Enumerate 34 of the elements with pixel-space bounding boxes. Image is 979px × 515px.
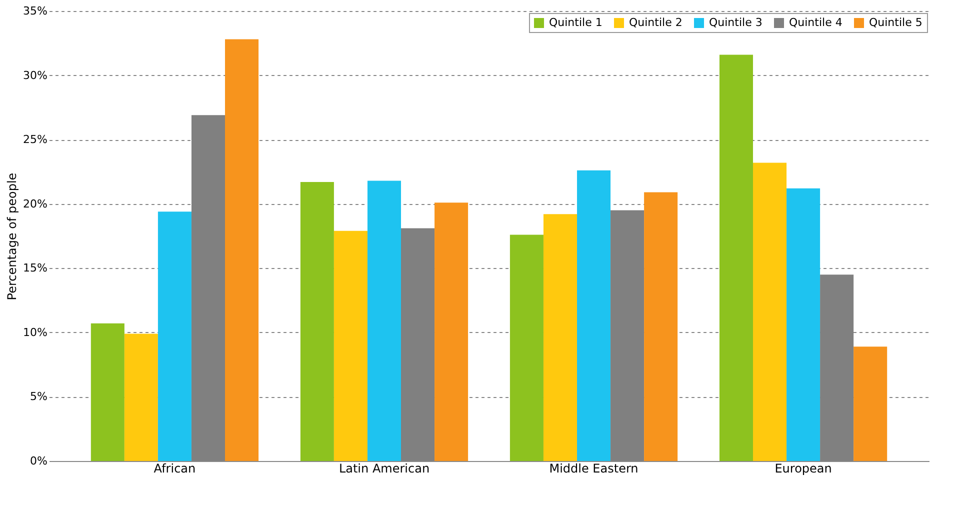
x-tick-label: African	[154, 462, 196, 476]
x-tick-label: European	[774, 462, 832, 476]
y-tick-label: 15%	[23, 262, 48, 275]
bar	[753, 162, 787, 461]
bar	[577, 170, 611, 461]
bar	[158, 212, 192, 461]
y-tick-label: 25%	[23, 133, 48, 146]
bar	[719, 54, 753, 461]
bar	[786, 188, 820, 461]
legend-label: Quintile 2	[629, 16, 682, 29]
bar	[854, 346, 888, 461]
y-tick-label: 0%	[30, 454, 48, 468]
x-tick-label: Middle Eastern	[549, 462, 638, 476]
bar	[367, 180, 401, 461]
legend-label: Quintile 3	[709, 16, 762, 29]
y-tick-label: 5%	[30, 390, 48, 404]
bar	[225, 39, 259, 461]
y-tick-label: 20%	[23, 197, 48, 210]
y-axis-title: Percentage of people	[5, 172, 20, 300]
bar	[644, 192, 678, 461]
bar	[334, 230, 368, 461]
bar	[90, 323, 124, 461]
y-tick-label: 30%	[23, 68, 48, 82]
legend-label: Quintile 5	[869, 16, 922, 29]
y-tick-label: 35%	[23, 4, 48, 18]
y-tick-label: 10%	[23, 326, 48, 339]
legend-label: Quintile 1	[549, 16, 602, 29]
x-tick-label: Latin American	[338, 462, 430, 476]
bar	[300, 182, 334, 461]
bar	[124, 334, 158, 461]
bar	[434, 202, 468, 461]
legend-label: Quintile 4	[789, 16, 842, 29]
bar	[543, 214, 577, 461]
bar	[510, 234, 544, 461]
